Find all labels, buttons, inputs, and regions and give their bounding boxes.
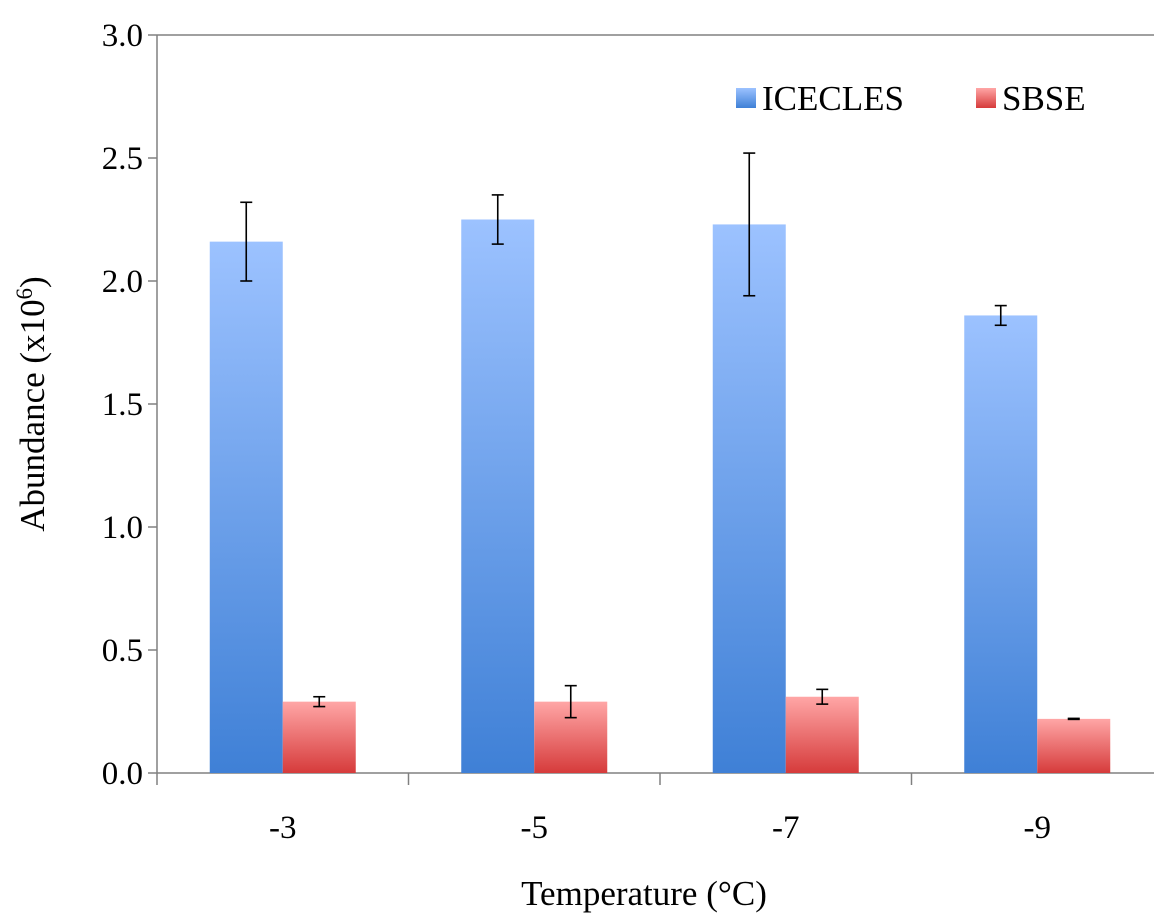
bar-sbse--7 [785,696,859,773]
y-tick-label: 0.5 [102,633,143,669]
legend-label-icecles: ICECLES [762,79,904,118]
x-tick-label: -3 [269,810,297,846]
bar-sbse--9 [1037,718,1111,773]
y-tick-label: 1.0 [102,510,143,546]
y-axis-title-main: Abundance (x10 [13,299,52,531]
y-tick-label: 1.5 [102,387,143,423]
legend-swatch-icecles [736,88,756,108]
x-tick-label: -7 [772,810,800,846]
x-tick-label: -5 [521,810,549,846]
y-tick-label: 0.0 [102,756,143,792]
y-tick-label: 2.5 [102,141,143,177]
x-tick-label: -9 [1024,810,1052,846]
y-axis-title-close: ) [13,276,52,288]
bar-icecles--5 [461,219,535,773]
x-axis-title: Temperature (°C) [521,874,767,913]
legend-label-sbse: SBSE [1002,79,1086,118]
y-tick-label: 3.0 [102,18,143,54]
bar-icecles--7 [712,224,786,774]
legend: ICECLES SBSE [736,79,1086,118]
bar-icecles--9 [964,315,1038,773]
bars [209,219,1111,774]
y-axis: 0.0 0.5 1.0 1.5 2.0 2.5 3.0 [102,18,157,792]
y-axis-title: Abundance (x106) [12,276,52,531]
bar-sbse--3 [282,701,356,773]
legend-swatch-sbse [976,88,996,108]
y-tick-label: 2.0 [102,264,143,300]
y-axis-title-superscript: 6 [12,288,37,300]
error-bars [240,152,1080,721]
x-axis: -3 -5 -7 -9 [156,773,1052,846]
bar-icecles--3 [209,241,283,773]
